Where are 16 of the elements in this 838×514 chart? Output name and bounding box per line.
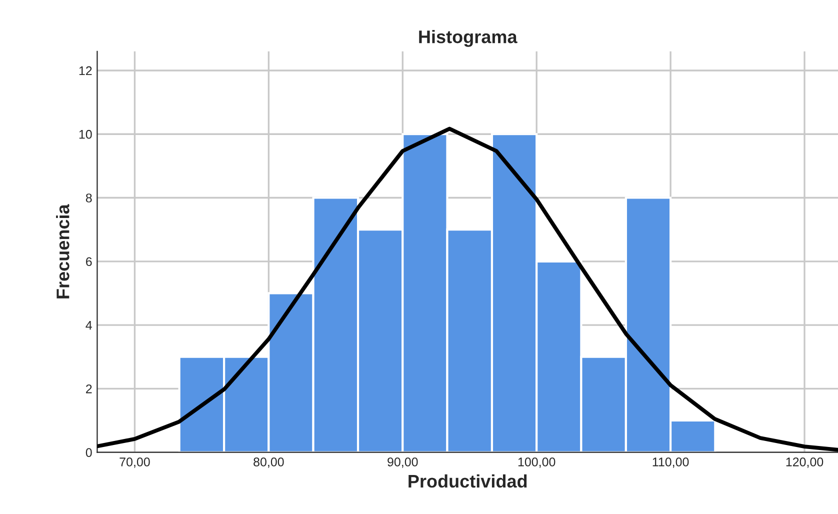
x-axis-title: Productividad: [408, 474, 527, 488]
y-tick-label: 4: [86, 320, 92, 330]
y-axis-title: Frecuencia: [56, 204, 70, 298]
y-tick-label: 6: [86, 257, 92, 266]
x-tick-label: 100,00: [518, 458, 556, 468]
y-tick-label: 2: [86, 384, 92, 394]
y-tick-label: 0: [86, 448, 92, 457]
y-tick-label: 12: [79, 66, 92, 76]
y-tick-label: 8: [86, 194, 92, 202]
chart-title: Histograma: [419, 30, 518, 47]
x-tick-label: 80,00: [254, 458, 284, 468]
x-tick-label: 120,00: [786, 458, 824, 468]
x-tick-label: 110,00: [652, 458, 689, 468]
x-tick-label: 90,00: [388, 458, 418, 468]
x-tick-label: 70,00: [120, 458, 150, 468]
y-tick-label: 10: [79, 130, 92, 139]
